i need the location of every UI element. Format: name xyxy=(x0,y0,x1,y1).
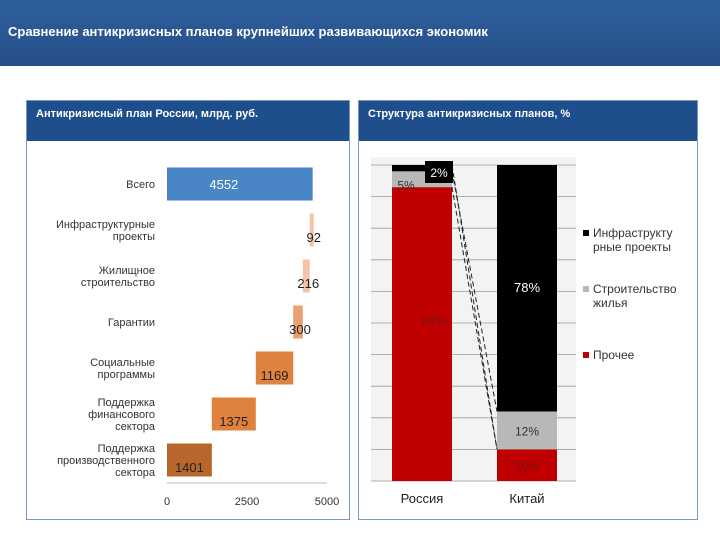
structure-chart-title: Структура антикризисных планов, % xyxy=(368,108,571,120)
data-label-2: 216 xyxy=(297,276,319,291)
bar-2 xyxy=(302,259,310,293)
x-tick-1: 2500 xyxy=(235,496,259,508)
legend-swatch-1 xyxy=(583,286,589,292)
legend-label-1: Строительство жилья xyxy=(593,282,677,310)
category-label-0: Россия xyxy=(401,491,444,506)
structure-panel-header: Структура антикризисных планов, % xyxy=(359,101,697,141)
category-label-4: Социальные программы xyxy=(90,357,155,381)
label-other-1: 10% xyxy=(515,459,539,473)
segment-other-1 xyxy=(497,449,557,481)
legend-swatch-0 xyxy=(583,230,589,236)
segment-infra-1 xyxy=(497,165,557,412)
label-infra-0: 2% xyxy=(430,166,448,180)
legend-label-2: Прочее xyxy=(593,348,635,362)
data-label-4: 1169 xyxy=(261,368,289,383)
russia-plan-panel-header: Антикризисный план России, млрд. руб. xyxy=(27,101,349,141)
x-tick-2: 5000 xyxy=(315,496,339,508)
russia-plan-chart: 4552 Всего 92 Инфраструктурные проекты 216 Жил… xyxy=(56,167,339,508)
x-tick-0: 0 xyxy=(164,496,170,508)
bar-6 xyxy=(167,443,212,477)
legend-swatch-2 xyxy=(583,352,589,358)
bar-4 xyxy=(255,351,294,385)
connector-line-0 xyxy=(451,171,498,412)
russia-plan-panel: Антикризисный план России, млрд. руб. 45… xyxy=(26,100,350,520)
russia-plan-chart-title: Антикризисный план России, млрд. руб. xyxy=(36,108,259,120)
structure-chart: Россия Китай 93% 5% 2% 10% 12% 78% Инфраструкту р… xyxy=(371,157,677,506)
slide-title: Сравнение антикризисных планов крупнейши… xyxy=(8,24,488,39)
bar-3 xyxy=(293,305,303,339)
data-label-6: 1401 xyxy=(175,460,204,475)
slide-header: Сравнение антикризисных планов крупнейши… xyxy=(0,0,720,66)
label-infra-1: 78% xyxy=(514,280,540,295)
category-label-1: Инфраструктурные проекты xyxy=(56,219,155,243)
bar-0 xyxy=(167,167,313,201)
bar-1 xyxy=(309,213,314,247)
label-box-infra-0 xyxy=(425,161,453,183)
legend-label-0: Инфраструкту рные проекты xyxy=(593,226,673,254)
category-label-2: Жилищное строительство xyxy=(81,265,155,289)
data-label-1: 92 xyxy=(306,230,320,245)
bar-5 xyxy=(211,397,256,431)
segment-housing-1 xyxy=(497,411,557,450)
data-label-5: 1375 xyxy=(219,414,248,429)
category-label-1: Китай xyxy=(509,491,544,506)
category-label-0: Всего xyxy=(126,179,155,191)
connector-line-1 xyxy=(451,187,498,450)
category-label-3: Гарантии xyxy=(108,317,155,329)
data-label-3: 300 xyxy=(289,322,311,337)
category-label-5: Поддержка финансового сектора xyxy=(88,397,156,433)
segment-other-0 xyxy=(392,187,452,481)
label-housing-0: 5% xyxy=(397,178,415,192)
structure-panel: Структура антикризисных планов, % Россия… xyxy=(358,100,698,520)
segment-infra-0 xyxy=(392,165,452,172)
category-label-6: Поддержка производственного сектора xyxy=(57,443,156,479)
label-other-0: 93% xyxy=(421,313,447,328)
data-label-0: 4552 xyxy=(209,177,238,192)
label-housing-1: 12% xyxy=(515,424,539,438)
